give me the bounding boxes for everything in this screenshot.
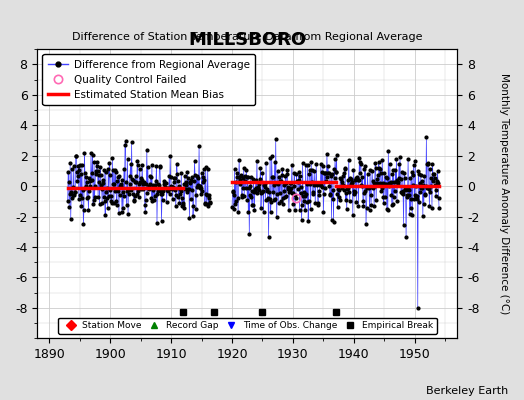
- Y-axis label: Monthly Temperature Anomaly Difference (°C): Monthly Temperature Anomaly Difference (…: [499, 73, 509, 314]
- Title: MILLSBORO: MILLSBORO: [188, 31, 307, 49]
- Text: Difference of Station Temperature Data from Regional Average: Difference of Station Temperature Data f…: [72, 32, 422, 42]
- Legend: Station Move, Record Gap, Time of Obs. Change, Empirical Break: Station Move, Record Gap, Time of Obs. C…: [58, 318, 436, 334]
- Text: Berkeley Earth: Berkeley Earth: [426, 386, 508, 396]
